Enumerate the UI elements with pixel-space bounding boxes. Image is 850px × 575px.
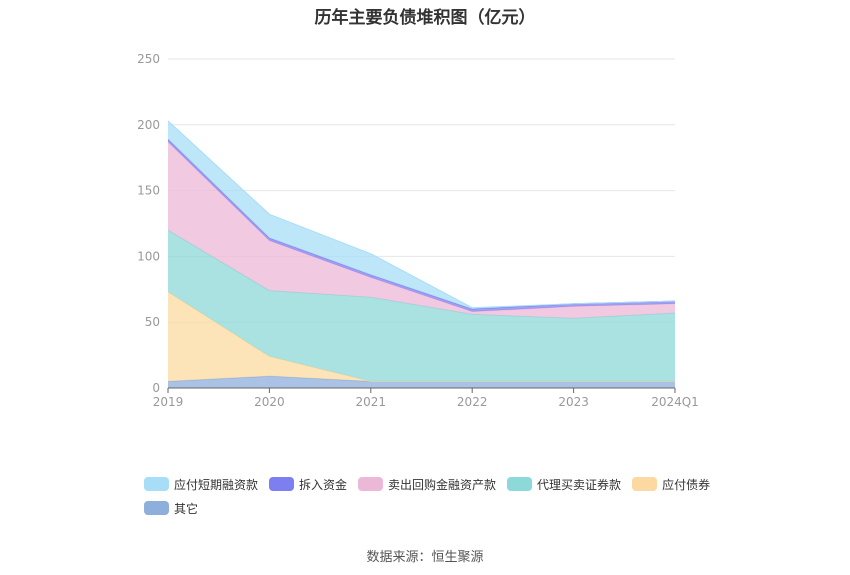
series-area: [168, 376, 675, 388]
legend-label: 代理买卖证券款: [537, 477, 622, 492]
legend-swatch: [632, 477, 658, 491]
x-tick-label: 2020: [254, 395, 285, 409]
y-tick-label: 100: [137, 249, 160, 263]
x-tick-label: 2019: [153, 395, 184, 409]
legend-item[interactable]: 其它: [144, 500, 198, 517]
series-areas: [167, 120, 676, 388]
series-area: [168, 120, 675, 310]
legend-row: 其它: [144, 496, 744, 520]
x-tick-label: 2024Q1: [651, 395, 699, 409]
legend-swatch: [507, 477, 533, 491]
y-tick-label: 50: [145, 315, 160, 329]
legend-swatch: [269, 477, 295, 491]
y-tick-labels: 0 50 100 150 200 250: [137, 52, 160, 395]
legend-swatch: [144, 477, 169, 491]
legend-item[interactable]: 卖出回购金融资产款: [358, 476, 496, 493]
y-tick-label: 250: [137, 52, 160, 66]
legend-row: 应付短期融资款 拆入资金 卖出回购金融资产款 代理买卖证券款 应付债券: [144, 472, 744, 496]
y-tick-label: 150: [137, 184, 160, 198]
series-line: [167, 120, 676, 309]
legend-label: 拆入资金: [299, 477, 348, 492]
legend-item[interactable]: 拆入资金: [269, 476, 347, 493]
legend-swatch: [144, 501, 169, 515]
x-tick-label: 2023: [558, 395, 589, 409]
x-tick-label: 2021: [356, 395, 387, 409]
legend-label: 应付短期融资款: [174, 477, 259, 492]
axes: [167, 387, 676, 393]
stacked-area-chart: 0 50 100 150 200 250 2019 2020 2021 2022 2023 2024…: [137, 52, 699, 409]
legend-item[interactable]: 代理买卖证券款: [507, 476, 621, 493]
legend-item[interactable]: 应付短期融资款: [144, 476, 258, 493]
chart-title: 历年主要负债堆积图（亿元）: [314, 8, 536, 28]
legend-item[interactable]: 应付债券: [632, 476, 710, 493]
series-area: [168, 291, 675, 382]
series-area: [168, 141, 675, 319]
source-note: 数据来源：恒生聚源: [366, 550, 484, 565]
y-tick-label: 200: [137, 118, 160, 132]
legend-swatch: [358, 477, 384, 491]
x-tick-labels: 2019 2020 2021 2022 2023 2024Q1: [153, 395, 699, 409]
legend-label: 其它: [174, 501, 199, 516]
legend-label: 卖出回购金融资产款: [388, 477, 497, 492]
legend-label: 应付债券: [662, 477, 711, 492]
x-tick-label: 2022: [457, 395, 488, 409]
legend: 应付短期融资款 拆入资金 卖出回购金融资产款 代理买卖证券款 应付债券 其它: [144, 472, 744, 520]
y-tick-label: 0: [152, 381, 160, 395]
